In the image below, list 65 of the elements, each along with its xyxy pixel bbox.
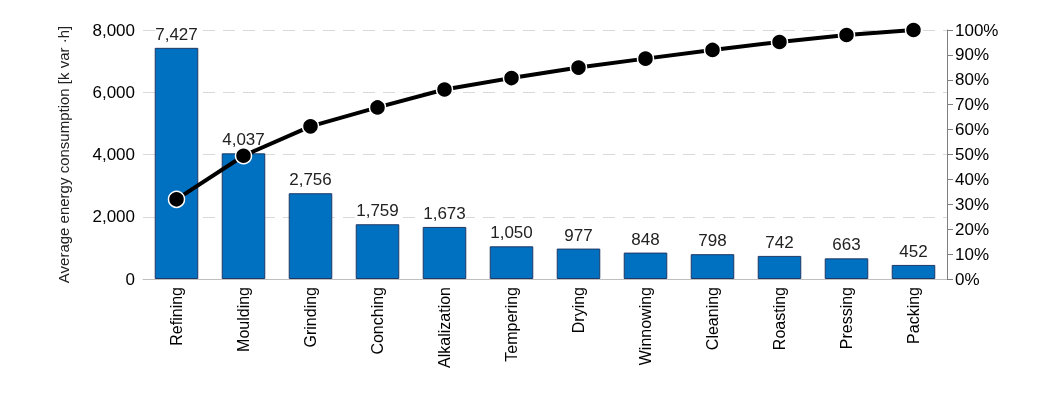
x-tick-label: Winnowing — [637, 287, 654, 366]
bar — [355, 224, 400, 279]
data-label: 2,756 — [289, 170, 332, 190]
data-label: 452 — [899, 241, 928, 261]
x-tick-label: Cleaning — [704, 287, 721, 351]
y2-tick-label: 10% — [955, 244, 990, 264]
y2-tick-label: 70% — [955, 95, 990, 115]
x-tick-label: Packing — [905, 287, 922, 344]
data-label: 977 — [564, 225, 593, 245]
bar — [221, 153, 266, 279]
data-label: 1,759 — [356, 201, 399, 221]
point — [837, 26, 856, 44]
point — [368, 98, 387, 117]
bar — [288, 193, 333, 279]
data-label: 1,673 — [423, 203, 466, 223]
y-tick-label: 4,000 — [92, 145, 135, 164]
bar — [690, 254, 735, 279]
bar — [891, 264, 936, 279]
data-label: 1,050 — [490, 223, 533, 243]
bar — [757, 255, 802, 279]
x-tick-label: Grinding — [302, 287, 319, 348]
bar — [623, 252, 668, 279]
x-tick-label: Conching — [369, 287, 386, 355]
x-tick-label: Refining — [168, 287, 185, 346]
data-label: 848 — [631, 229, 660, 249]
x-tick-label: Tempering — [503, 287, 520, 362]
bar — [422, 226, 467, 279]
point — [770, 33, 789, 51]
y-tick-label: 6,000 — [92, 82, 135, 102]
bar — [489, 246, 534, 279]
point — [234, 147, 253, 165]
y2-tick-label: 50% — [955, 145, 990, 164]
y2-tick-label: 80% — [955, 70, 990, 90]
data-label: 663 — [832, 235, 861, 255]
point — [167, 190, 186, 209]
data-label: 4,037 — [222, 130, 265, 150]
point — [904, 21, 923, 39]
x-tick-label: Drying — [570, 287, 587, 334]
y-tick-label: 2,000 — [92, 207, 135, 227]
y-tick-label: 0 — [125, 269, 135, 289]
y2-tick-label: 90% — [955, 45, 990, 65]
x-tick-label: Pressing — [838, 287, 855, 350]
data-label: 798 — [698, 231, 727, 251]
x-tick-label: Roasting — [771, 287, 788, 351]
x-tick-label: Alkalization — [436, 287, 453, 368]
x-tick-label: Moulding — [235, 287, 252, 352]
y2-tick-label: 100% — [955, 20, 999, 40]
point — [569, 58, 588, 77]
point — [636, 49, 655, 68]
y2-tick-label: 60% — [955, 120, 990, 140]
data-label: 742 — [765, 232, 794, 252]
point — [301, 117, 320, 136]
y-axis-title: Average energy consumption [k var ·h] — [55, 25, 72, 284]
y2-tick-label: 20% — [955, 219, 990, 239]
y2-tick-label: 40% — [955, 169, 990, 189]
data-label: 7,427 — [155, 24, 198, 44]
y2-tick-label: 30% — [955, 194, 990, 214]
y2-tick-label: 0% — [955, 269, 980, 289]
bar — [556, 248, 601, 279]
point — [435, 80, 454, 99]
bar — [154, 47, 199, 279]
y-tick-label: 8,000 — [92, 20, 135, 40]
point — [703, 41, 722, 59]
bar — [824, 258, 869, 279]
point — [502, 69, 521, 87]
